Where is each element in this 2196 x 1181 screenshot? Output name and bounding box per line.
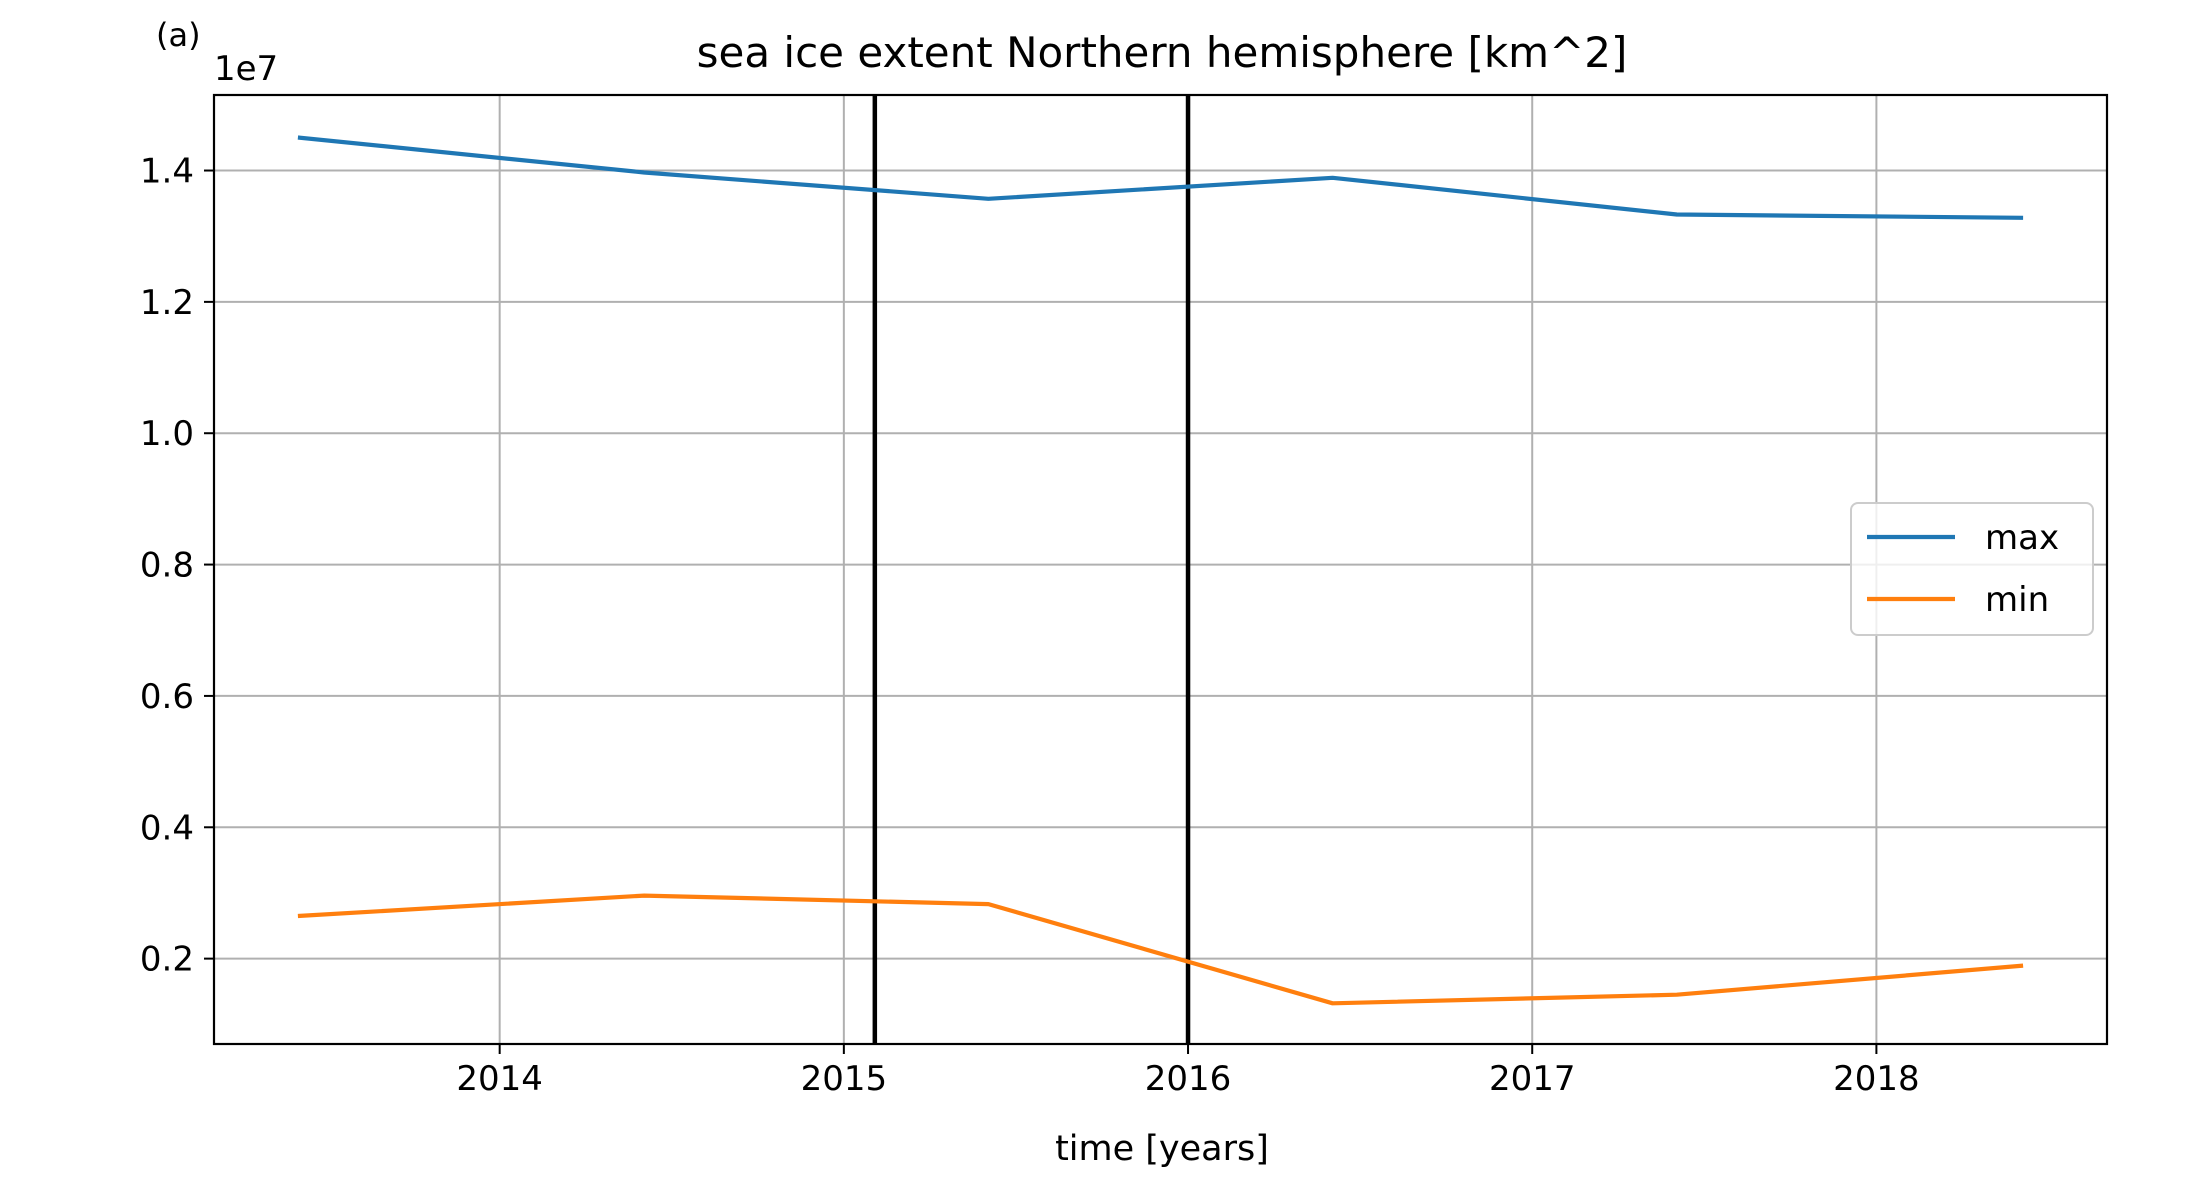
plot-frame — [212, 93, 2109, 1046]
panel-label: (a) — [156, 16, 201, 54]
series-line-min — [297, 893, 2024, 1006]
y-tick-label: 0.8 — [140, 546, 194, 586]
y-tick-label: 1.4 — [140, 152, 194, 192]
x-tick-label: 2016 — [1145, 1059, 1232, 1099]
x-axis-label: time [years] — [1055, 1129, 1269, 1169]
vertical-markers — [872, 95, 1191, 1044]
legend: max min — [1850, 502, 2094, 636]
x-axis-ticks: 2014 2015 2016 2017 2018 — [456, 1044, 1920, 1099]
y-tick-label: 0.4 — [140, 808, 194, 848]
x-tick-label: 2018 — [1833, 1059, 1920, 1099]
y-tick-label: 1.2 — [140, 283, 194, 323]
y-axis-ticks: 0.2 0.4 0.6 0.8 1.0 1.2 1.4 — [140, 152, 214, 980]
x-tick-label: 2017 — [1489, 1059, 1576, 1099]
y-tick-label: 0.2 — [140, 940, 194, 980]
series-line-max — [297, 135, 2024, 220]
y-axis-offset-label: 1e7 — [214, 49, 278, 89]
chart-title: sea ice extent Northern hemisphere [km^2… — [697, 28, 1628, 77]
y-tick-label: 1.0 — [140, 414, 194, 454]
y-tick-label: 0.6 — [140, 677, 194, 717]
series-lines — [297, 135, 2024, 1006]
legend-label-min: min — [1985, 580, 2049, 620]
x-tick-label: 2014 — [456, 1059, 543, 1099]
x-tick-label: 2015 — [801, 1059, 888, 1099]
legend-label-max: max — [1985, 518, 2059, 558]
